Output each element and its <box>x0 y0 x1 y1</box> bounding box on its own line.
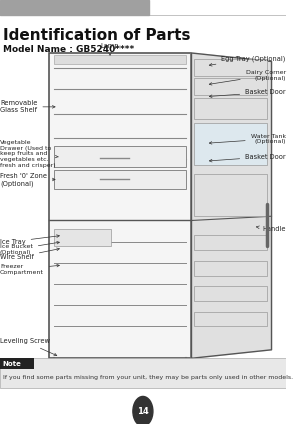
Text: Basket Door: Basket Door <box>209 154 286 162</box>
Bar <box>194 78 267 95</box>
Bar <box>0 358 34 369</box>
Bar <box>49 53 191 358</box>
Text: Freezer
Compartment: Freezer Compartment <box>0 264 59 275</box>
Bar <box>0 0 148 15</box>
Polygon shape <box>191 53 272 358</box>
Bar <box>194 98 267 119</box>
Text: 14: 14 <box>137 407 149 416</box>
Text: Lamp: Lamp <box>101 43 119 55</box>
Text: Introduction: Introduction <box>3 3 54 12</box>
Text: Handle: Handle <box>256 226 286 232</box>
Text: Wire Shelf: Wire Shelf <box>0 248 59 260</box>
Text: Basket Door: Basket Door <box>209 89 286 98</box>
Text: Water Tank
(Optional): Water Tank (Optional) <box>209 134 286 145</box>
Bar <box>194 261 267 276</box>
Text: Ice Tray: Ice Tray <box>0 235 59 245</box>
Text: Ice Bucket
(Optional): Ice Bucket (Optional) <box>0 241 59 255</box>
Bar <box>54 55 186 64</box>
Text: Note: Note <box>3 361 22 367</box>
Bar <box>194 174 267 216</box>
Bar <box>194 123 267 165</box>
Bar <box>54 146 186 167</box>
Bar <box>54 229 112 246</box>
Text: Leveling Screw: Leveling Screw <box>0 338 57 356</box>
Text: Egg Tray (Optional): Egg Tray (Optional) <box>209 55 286 66</box>
Bar <box>0 358 286 388</box>
Bar <box>194 235 267 250</box>
Text: Dairy Corner
(Optional): Dairy Corner (Optional) <box>209 70 286 85</box>
Text: Vegetable
Drawer (Used to
keep fruits and
vegetables etc.
fresh and crisper): Vegetable Drawer (Used to keep fruits an… <box>0 140 58 168</box>
Text: Model Name : GB5240****: Model Name : GB5240**** <box>3 45 134 54</box>
Text: Identification of Parts: Identification of Parts <box>3 28 190 42</box>
Bar <box>194 312 267 326</box>
Bar <box>194 286 267 301</box>
Bar <box>194 59 267 76</box>
Text: If you find some parts missing from your unit, they may be parts only used in ot: If you find some parts missing from your… <box>3 375 293 380</box>
Circle shape <box>133 396 153 424</box>
Text: Fresh '0' Zone
(Optional): Fresh '0' Zone (Optional) <box>0 173 55 187</box>
Bar <box>54 170 186 189</box>
Text: Removable
Glass Shelf: Removable Glass Shelf <box>0 100 55 113</box>
